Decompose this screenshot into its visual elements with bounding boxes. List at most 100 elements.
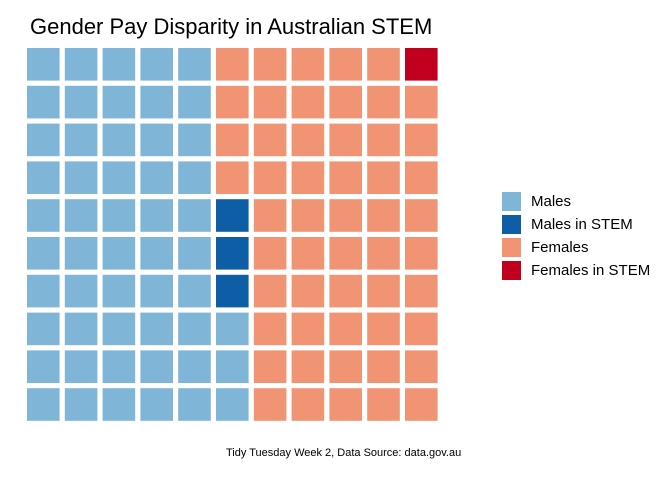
waffle-cell-females — [329, 312, 362, 346]
waffle-cell-females — [329, 274, 362, 308]
waffle-cell-females — [405, 237, 438, 270]
waffle-cell-males — [178, 237, 211, 270]
legend-item: Males — [502, 190, 650, 213]
waffle-cell-males — [102, 48, 136, 81]
waffle-cell-males — [64, 274, 98, 308]
waffle-cell-females — [329, 199, 362, 232]
legend-label: Females in STEM — [531, 262, 651, 279]
waffle-cell-males — [27, 237, 60, 270]
waffle-cell-males — [140, 237, 173, 270]
waffle-cell-males — [27, 85, 60, 119]
waffle-cell-males — [102, 85, 136, 119]
waffle-cell-females — [367, 199, 400, 232]
waffle-cell-males — [27, 48, 60, 81]
waffle-cell-males — [27, 274, 60, 308]
waffle-cell-males — [140, 85, 173, 119]
waffle-cell-females — [329, 388, 362, 421]
waffle-cell-females — [253, 48, 287, 81]
waffle-cell-males — [64, 85, 98, 119]
waffle-cell-females — [367, 85, 400, 119]
waffle-cell-males — [64, 237, 98, 270]
legend-label: Females — [531, 239, 589, 256]
waffle-cell-males — [102, 350, 136, 383]
waffle-cell-males — [178, 350, 211, 383]
waffle-cell-females — [405, 123, 438, 157]
waffle-cell-males — [102, 274, 136, 308]
waffle-cell-males — [216, 388, 249, 421]
legend-item: Males in STEM — [502, 213, 650, 236]
waffle-cell-males — [64, 123, 98, 157]
waffle-cell-females — [253, 237, 287, 270]
waffle-cell-females — [216, 48, 249, 81]
waffle-cell-females — [291, 48, 325, 81]
waffle-cell-females — [405, 161, 438, 194]
legend-item: Females in STEM — [502, 259, 650, 282]
waffle-cell-females — [291, 123, 325, 157]
waffle-cell-females — [216, 123, 249, 157]
waffle-cell-females-in-stem — [405, 48, 438, 81]
waffle-cell-males — [102, 312, 136, 346]
waffle-cell-females — [253, 199, 287, 232]
waffle-cell-females — [291, 161, 325, 194]
waffle-cell-males — [102, 199, 136, 232]
waffle-cell-males-in-stem — [216, 237, 249, 270]
chart-caption: Tidy Tuesday Week 2, Data Source: data.g… — [226, 447, 462, 459]
waffle-cell-males — [140, 388, 173, 421]
waffle-cell-females — [291, 199, 325, 232]
waffle-cell-females — [253, 350, 287, 383]
waffle-cell-females — [291, 388, 325, 421]
waffle-cell-males — [27, 312, 60, 346]
waffle-cell-females — [329, 123, 362, 157]
waffle-cell-males — [64, 199, 98, 232]
waffle-cell-females — [291, 237, 325, 270]
waffle-cell-females — [329, 85, 362, 119]
waffle-cell-females — [367, 48, 400, 81]
waffle-cell-females — [367, 161, 400, 194]
waffle-cell-males — [102, 237, 136, 270]
waffle-cell-females — [291, 274, 325, 308]
waffle-cell-females — [329, 161, 362, 194]
legend-swatch — [502, 238, 521, 257]
waffle-cell-males — [216, 312, 249, 346]
waffle-cell-males — [64, 312, 98, 346]
waffle-cell-males — [178, 48, 211, 81]
waffle-cell-females — [253, 388, 287, 421]
waffle-cell-males — [64, 388, 98, 421]
waffle-cell-females — [405, 350, 438, 383]
waffle-cell-males — [140, 350, 173, 383]
waffle-cell-females — [405, 199, 438, 232]
waffle-cell-females — [216, 85, 249, 119]
waffle-cell-males — [27, 161, 60, 194]
waffle-cell-females — [253, 312, 287, 346]
waffle-cell-males — [140, 312, 173, 346]
waffle-cell-females — [291, 85, 325, 119]
waffle-cell-females — [405, 274, 438, 308]
waffle-cell-females — [216, 161, 249, 194]
waffle-cell-females — [253, 85, 287, 119]
waffle-cell-males — [140, 48, 173, 81]
waffle-cell-males — [102, 388, 136, 421]
waffle-cell-males-in-stem — [216, 274, 249, 308]
waffle-cell-males — [102, 161, 136, 194]
waffle-cell-females — [253, 274, 287, 308]
waffle-cell-males — [140, 123, 173, 157]
waffle-cell-females — [367, 237, 400, 270]
waffle-cell-males — [27, 388, 60, 421]
legend-item: Females — [502, 236, 650, 259]
waffle-cell-males — [178, 161, 211, 194]
waffle-cell-males — [64, 48, 98, 81]
legend-swatch — [502, 261, 521, 280]
waffle-cell-males — [178, 123, 211, 157]
waffle-cell-females — [329, 48, 362, 81]
waffle-cell-females — [329, 350, 362, 383]
waffle-cell-females — [291, 312, 325, 346]
waffle-cell-females — [405, 85, 438, 119]
waffle-cell-males — [64, 350, 98, 383]
legend-label: Males — [531, 193, 572, 210]
waffle-cell-males — [27, 199, 60, 232]
waffle-cell-males — [140, 274, 173, 308]
chart-title: Gender Pay Disparity in Australian STEM — [30, 14, 433, 39]
waffle-cell-males — [102, 123, 136, 157]
waffle-cell-females — [405, 388, 438, 421]
waffle-cell-males — [216, 350, 249, 383]
